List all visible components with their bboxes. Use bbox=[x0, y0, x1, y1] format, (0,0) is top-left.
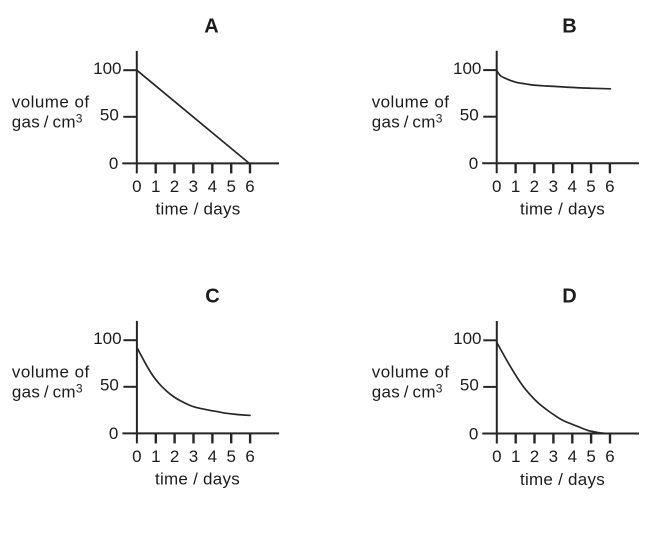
svg-text:3: 3 bbox=[189, 177, 198, 196]
svg-text:1: 1 bbox=[151, 177, 160, 196]
svg-text:C: C bbox=[205, 286, 219, 308]
svg-text:volume of: volume of bbox=[372, 363, 450, 382]
svg-text:0: 0 bbox=[469, 424, 478, 443]
svg-text:100: 100 bbox=[453, 329, 481, 348]
svg-text:50: 50 bbox=[460, 105, 479, 124]
svg-text:5: 5 bbox=[586, 447, 595, 466]
svg-text:D: D bbox=[562, 286, 576, 308]
svg-text:2: 2 bbox=[530, 447, 539, 466]
svg-text:volume of: volume of bbox=[12, 92, 90, 111]
svg-text:volume of: volume of bbox=[372, 92, 450, 111]
svg-text:0: 0 bbox=[109, 424, 118, 443]
svg-text:1: 1 bbox=[151, 447, 160, 466]
svg-text:time / days: time / days bbox=[520, 200, 605, 219]
svg-text:5: 5 bbox=[586, 177, 595, 196]
svg-text:6: 6 bbox=[245, 177, 254, 196]
svg-text:50: 50 bbox=[460, 376, 479, 395]
svg-text:gas / cm3: gas / cm3 bbox=[12, 112, 83, 132]
svg-text:2: 2 bbox=[170, 177, 179, 196]
svg-text:4: 4 bbox=[568, 447, 577, 466]
svg-text:0: 0 bbox=[132, 177, 141, 196]
svg-text:0: 0 bbox=[109, 154, 118, 173]
svg-text:0: 0 bbox=[132, 447, 141, 466]
svg-text:4: 4 bbox=[567, 177, 576, 196]
svg-text:2: 2 bbox=[530, 177, 539, 196]
svg-text:3: 3 bbox=[549, 177, 558, 196]
svg-text:B: B bbox=[562, 16, 576, 38]
svg-text:time / days: time / days bbox=[520, 470, 605, 489]
svg-text:1: 1 bbox=[511, 177, 520, 196]
svg-text:0: 0 bbox=[469, 154, 478, 173]
svg-text:0: 0 bbox=[492, 447, 501, 466]
svg-text:6: 6 bbox=[605, 177, 614, 196]
svg-text:gas / cm3: gas / cm3 bbox=[12, 382, 83, 402]
svg-text:50: 50 bbox=[100, 376, 119, 395]
svg-text:6: 6 bbox=[605, 447, 614, 466]
svg-text:gas / cm3: gas / cm3 bbox=[372, 112, 443, 132]
svg-text:time / days: time / days bbox=[155, 470, 240, 489]
svg-text:A: A bbox=[204, 16, 218, 38]
svg-text:100: 100 bbox=[453, 59, 481, 78]
svg-text:volume of: volume of bbox=[12, 362, 90, 381]
svg-text:4: 4 bbox=[208, 177, 217, 196]
svg-text:100: 100 bbox=[93, 59, 121, 78]
svg-text:5: 5 bbox=[226, 447, 235, 466]
svg-text:6: 6 bbox=[245, 447, 254, 466]
svg-text:3: 3 bbox=[189, 447, 198, 466]
svg-text:3: 3 bbox=[549, 447, 558, 466]
svg-text:100: 100 bbox=[93, 329, 121, 348]
svg-text:1: 1 bbox=[511, 447, 520, 466]
svg-text:5: 5 bbox=[226, 177, 235, 196]
svg-text:2: 2 bbox=[170, 447, 179, 466]
svg-text:4: 4 bbox=[208, 447, 217, 466]
svg-text:gas / cm3: gas / cm3 bbox=[372, 382, 443, 402]
svg-text:0: 0 bbox=[492, 177, 501, 196]
svg-text:50: 50 bbox=[100, 106, 119, 125]
svg-text:time / days: time / days bbox=[156, 200, 241, 219]
